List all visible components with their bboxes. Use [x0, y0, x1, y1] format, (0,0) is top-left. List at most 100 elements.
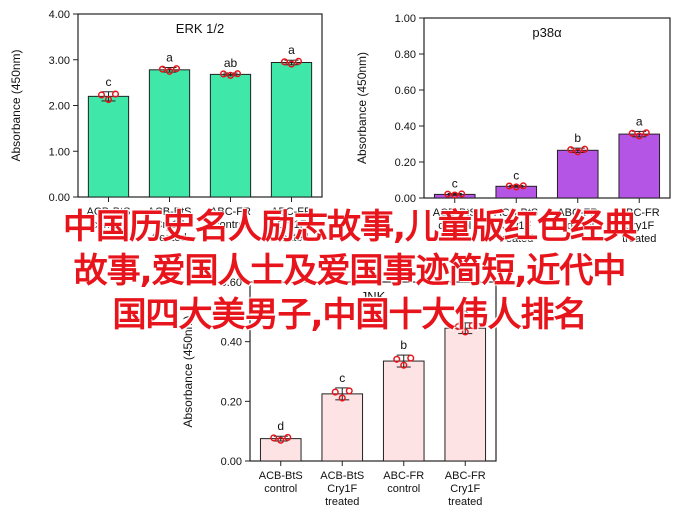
data-point: [294, 57, 303, 65]
data-point: [458, 190, 466, 198]
x-tick-label: ABC-FR: [557, 207, 598, 219]
data-point: [277, 436, 285, 444]
x-tick-label: control: [438, 220, 471, 232]
significance-letter: a: [636, 114, 643, 128]
significance-letter: a: [462, 306, 469, 320]
x-tick-label: treated: [325, 496, 359, 508]
bar: [270, 61, 313, 198]
y-tick-label: 0.40: [221, 337, 242, 349]
significance-letter: b: [400, 338, 407, 352]
data-point: [451, 191, 459, 199]
chart-p38: p38α 0.00 0.20 0.40 0.60 0.80 1.00 Absorbance (…: [355, 13, 671, 245]
significance-letter: c: [513, 168, 519, 182]
x-tick-label: treated: [448, 496, 482, 508]
y-tick-label: 0.00: [221, 456, 242, 468]
y-tick-label: 0.20: [221, 396, 242, 408]
data-point: [454, 323, 462, 331]
x-tick-label: ACB-BtS: [147, 206, 191, 218]
x-tick-label: control: [214, 219, 247, 231]
data-point: [574, 148, 582, 156]
y-axis-label: Absorbance (450nm): [9, 49, 23, 161]
bar: [444, 327, 487, 462]
data-point: [104, 96, 113, 104]
y-axis-label: Absorbance (450nm): [181, 315, 195, 427]
x-tick-label: ACB-BtS: [86, 206, 130, 218]
data-point: [444, 190, 452, 198]
significance-letter: b: [574, 131, 581, 145]
plot-frame: [249, 281, 497, 462]
bar: [321, 393, 364, 462]
y-tick-label: 1.00: [49, 146, 70, 158]
x-tick-label: ABC-FR: [445, 470, 486, 482]
y-tick-label: 0.80: [395, 49, 416, 61]
x-tick-label: ABC-FR: [619, 207, 660, 219]
y-tick-label: 0.00: [395, 193, 416, 205]
x-tick-label: Cry1F: [624, 220, 654, 232]
significance-letter: a: [166, 51, 173, 65]
data-point: [158, 65, 167, 73]
chart-jnk: JNK 0.00 0.20 0.40 0.60 Absorbance (450nm) d AC…: [181, 277, 497, 508]
data-point: [165, 67, 174, 75]
x-tick-label: treated: [622, 233, 656, 245]
y-axis-label: Absorbance (450nm): [355, 52, 369, 164]
x-tick-label: Cry1F: [327, 483, 357, 495]
chart-title: p38α: [532, 25, 562, 40]
x-tick-label: ABC-FR: [210, 206, 251, 218]
data-point: [172, 65, 181, 73]
y-tick-label: 0.60: [221, 277, 242, 289]
data-point: [393, 355, 401, 363]
bar: [209, 73, 252, 198]
x-tick-label: ACB-BtS: [494, 207, 538, 219]
chart-erk: ERK 1/2 0.00 1.00 2.00 3.00 4.00 Absorbance (4…: [9, 9, 323, 244]
y-tick-label: 3.00: [49, 55, 70, 67]
y-tick-label: 1.00: [395, 13, 416, 25]
significance-letter: c: [339, 371, 345, 385]
bar: [495, 185, 538, 199]
y-tick-label: 0.40: [395, 121, 416, 133]
y-tick-label: 0.00: [49, 192, 70, 204]
x-tick-label: ACB-BtS: [320, 470, 364, 482]
data-point: [635, 132, 643, 140]
data-point: [338, 394, 346, 402]
plot-frame: [423, 17, 671, 199]
x-tick-label: control: [264, 483, 297, 495]
bar: [618, 133, 661, 199]
data-point: [233, 70, 242, 78]
y-tick-label: 4.00: [49, 9, 70, 21]
chart-title: ERK 1/2: [176, 21, 224, 36]
significance-letter: d: [277, 419, 284, 433]
data-point: [270, 434, 278, 442]
y-tick-label: 0.60: [395, 85, 416, 97]
significance-letter: ab: [224, 56, 238, 70]
bar: [259, 438, 302, 462]
x-tick-label: ABC-FR: [383, 470, 424, 482]
data-point: [345, 387, 353, 395]
bar: [556, 149, 599, 199]
x-tick-label: Cry1F: [450, 483, 480, 495]
data-point: [461, 328, 469, 336]
y-tick-label: 2.00: [49, 101, 70, 113]
data-point: [284, 433, 292, 441]
data-point: [287, 60, 296, 68]
bar: [148, 69, 191, 198]
x-tick-label: control: [561, 220, 594, 232]
x-tick-label: treated: [274, 232, 308, 244]
data-point: [400, 361, 408, 369]
data-point: [111, 90, 120, 98]
bar: [382, 360, 425, 462]
data-point: [331, 388, 339, 396]
significance-letter: c: [452, 177, 458, 191]
data-point: [581, 145, 589, 153]
data-point: [219, 70, 228, 78]
x-tick-label: treated: [152, 232, 186, 244]
data-point: [628, 129, 636, 137]
data-point: [642, 129, 650, 137]
data-point: [97, 91, 106, 99]
x-tick-label: ACB-BtS: [259, 470, 303, 482]
x-tick-label: ACB-BtS: [433, 207, 477, 219]
bar: [87, 95, 130, 198]
data-point: [407, 354, 415, 362]
x-tick-label: Cry1F: [277, 219, 307, 231]
chart-title: JNK: [361, 289, 386, 304]
x-tick-label: Cry1F: [501, 220, 531, 232]
